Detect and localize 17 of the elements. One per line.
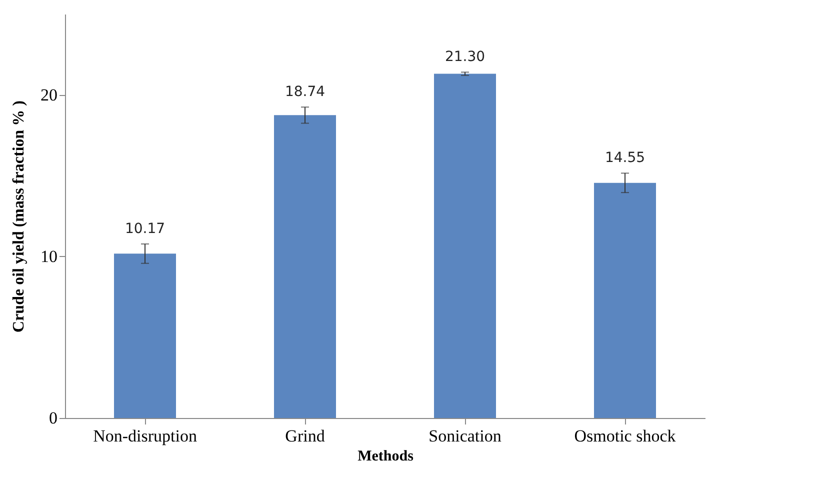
x-tick-label: Sonication	[428, 426, 502, 446]
bar	[594, 182, 656, 418]
bar	[434, 74, 496, 418]
bar	[114, 254, 176, 418]
y-axis-title: Crude oil yield (mass fraction % )	[10, 100, 28, 332]
data-label: 18.74	[284, 84, 326, 100]
y-tick-label: 10	[40, 246, 58, 266]
y-tick-label: 20	[40, 85, 58, 104]
x-tick-label: Grind	[285, 426, 326, 446]
x-tick-label: Osmotic shock	[574, 426, 676, 446]
bar	[274, 115, 336, 418]
x-axis-title: Methods	[358, 448, 414, 464]
data-label: 10.17	[124, 220, 166, 237]
data-label: 14.55	[604, 150, 646, 166]
x-tick-label: Non-disruption	[93, 426, 198, 446]
data-label: 21.30	[444, 49, 486, 66]
y-tick-label: 0	[49, 408, 58, 428]
